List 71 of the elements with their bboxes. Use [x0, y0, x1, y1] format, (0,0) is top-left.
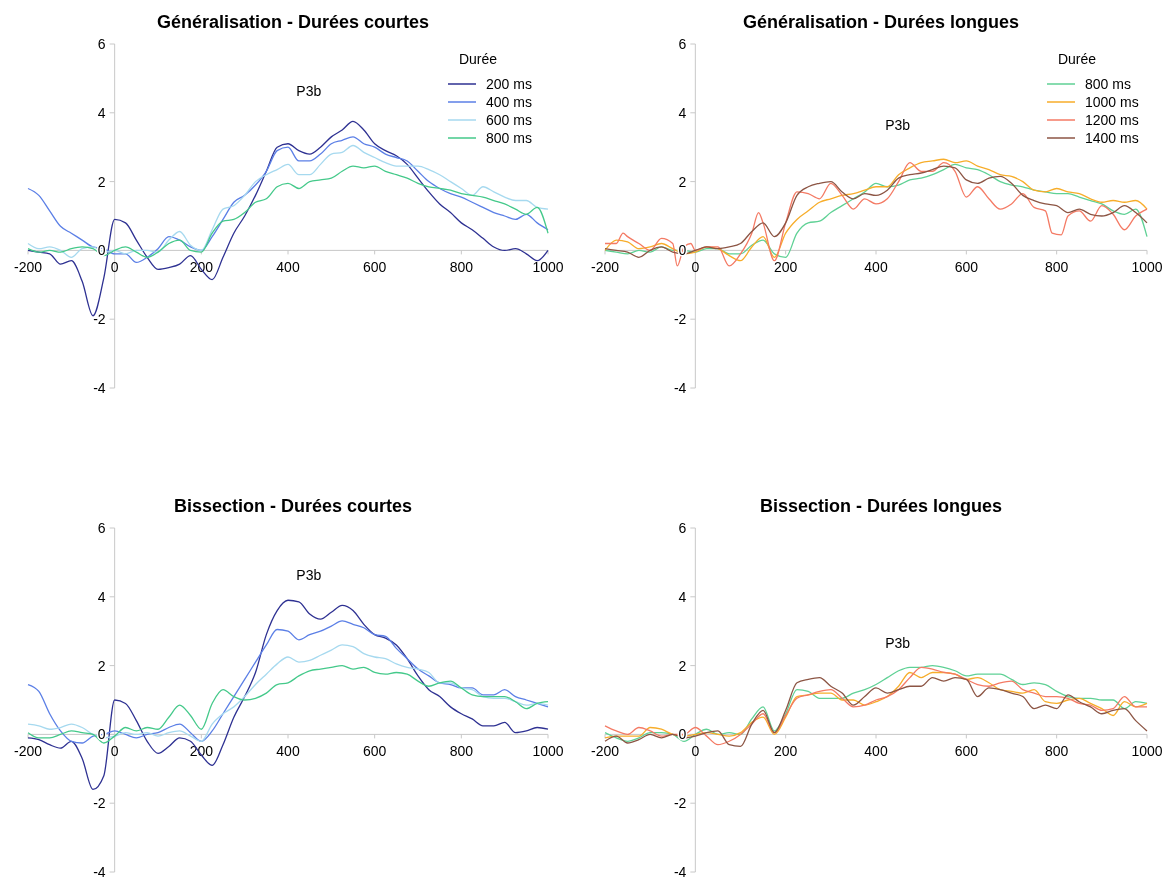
y-tick-label: 4	[678, 104, 687, 121]
legend-title: Durée	[458, 51, 498, 67]
legend-title: Durée	[1057, 51, 1097, 67]
x-tick-label: 600	[954, 259, 979, 276]
y-tick-label: -4	[673, 380, 687, 396]
legend-label: 1400 ms	[1085, 130, 1139, 146]
annotation: P3b	[885, 117, 911, 133]
y-tick-label: 6	[678, 520, 687, 536]
line-series	[27, 644, 549, 742]
x-tick-label: -200	[590, 259, 620, 276]
x-tick-label: 1000	[1131, 743, 1163, 760]
x-tick-label: 800	[1044, 259, 1069, 276]
x-tick-label: 800	[449, 743, 474, 760]
x-tick-label: 200	[773, 743, 798, 760]
x-tick-label: -200	[13, 743, 43, 760]
x-tick-label: 800	[1044, 743, 1069, 760]
x-tick-label: 400	[864, 259, 888, 276]
y-tick-label: 0	[97, 242, 106, 259]
annotation: P3b	[885, 635, 911, 652]
x-tick-label: 0	[110, 259, 119, 276]
legend-label: 400 ms	[486, 94, 532, 110]
y-tick-label: 4	[678, 588, 687, 605]
x-tick-label: 200	[773, 259, 798, 276]
y-tick-label: 0	[97, 726, 106, 743]
y-tick-label: 4	[97, 104, 106, 121]
chart-title: Généralisation - Durées courtes	[156, 12, 430, 32]
x-tick-label: 1000	[532, 259, 564, 276]
x-tick-label: 0	[110, 743, 119, 760]
y-tick-label: -2	[673, 311, 687, 328]
y-tick-label: 2	[678, 173, 687, 190]
y-tick-label: -4	[673, 864, 687, 880]
y-tick-label: 6	[97, 36, 106, 52]
line-series	[27, 620, 549, 744]
y-tick-label: 0	[678, 242, 687, 259]
x-tick-label: -200	[590, 743, 620, 760]
legend-label: 1200 ms	[1085, 112, 1139, 128]
x-tick-label: 400	[864, 743, 888, 760]
line-series	[27, 165, 549, 258]
x-tick-label: 600	[362, 743, 387, 760]
y-tick-label: -4	[93, 864, 106, 880]
chart-title: Généralisation - Durées longues	[742, 12, 1020, 32]
x-tick-label: 600	[954, 743, 979, 760]
y-tick-label: 2	[678, 657, 687, 674]
legend-label: 800 ms	[486, 130, 532, 146]
x-tick-label: -200	[13, 259, 43, 276]
y-tick-label: -4	[93, 380, 106, 396]
y-tick-label: 2	[97, 173, 106, 190]
chart-title: Bissection - Durées courtes	[173, 496, 413, 516]
annotation: P3b	[296, 82, 322, 99]
x-tick-label: 1000	[1131, 259, 1163, 276]
x-tick-label: 1000	[532, 743, 564, 760]
legend-label: 800 ms	[1085, 76, 1131, 92]
y-tick-label: 6	[97, 520, 106, 536]
x-tick-label: 400	[276, 743, 300, 760]
x-tick-label: 600	[362, 259, 387, 276]
y-tick-label: -2	[93, 795, 106, 812]
y-tick-label: -2	[673, 795, 687, 812]
legend-label: 1000 ms	[1085, 94, 1139, 110]
y-tick-label: 6	[678, 36, 687, 52]
annotation: P3b	[296, 566, 322, 583]
x-tick-label: 0	[691, 743, 700, 760]
x-tick-label: 400	[276, 259, 300, 276]
y-tick-label: 2	[97, 657, 106, 674]
y-tick-label: 4	[97, 588, 106, 605]
legend-label: 600 ms	[486, 112, 532, 128]
y-tick-label: -2	[93, 311, 106, 328]
x-tick-label: 800	[449, 259, 474, 276]
x-tick-label: 0	[691, 259, 700, 276]
y-tick-label: 0	[678, 726, 687, 743]
legend-label: 200 ms	[486, 76, 532, 92]
chart-title: Bissection - Durées longues	[759, 496, 1003, 516]
